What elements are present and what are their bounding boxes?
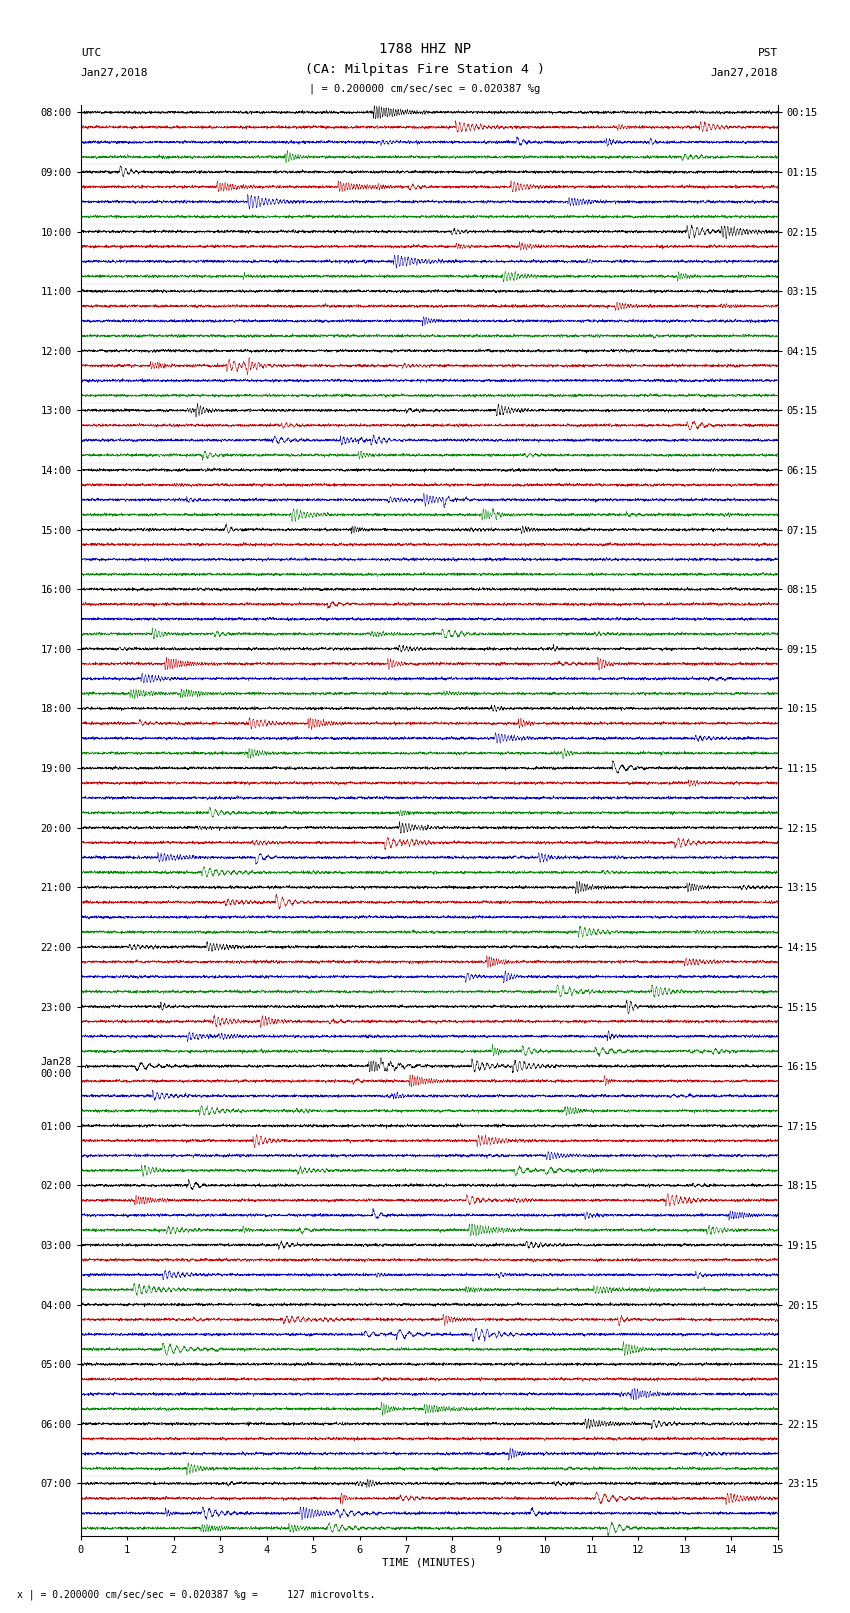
Text: UTC: UTC: [81, 48, 101, 58]
Text: 1788 HHZ NP: 1788 HHZ NP: [379, 42, 471, 56]
X-axis label: TIME (MINUTES): TIME (MINUTES): [382, 1558, 477, 1568]
Text: PST: PST: [757, 48, 778, 58]
Text: Jan27,2018: Jan27,2018: [81, 68, 148, 77]
Text: | = 0.200000 cm/sec/sec = 0.020387 %g: | = 0.200000 cm/sec/sec = 0.020387 %g: [309, 84, 541, 95]
Text: x | = 0.200000 cm/sec/sec = 0.020387 %g =     127 microvolts.: x | = 0.200000 cm/sec/sec = 0.020387 %g …: [17, 1589, 376, 1600]
Text: Jan27,2018: Jan27,2018: [711, 68, 778, 77]
Text: (CA: Milpitas Fire Station 4 ): (CA: Milpitas Fire Station 4 ): [305, 63, 545, 76]
